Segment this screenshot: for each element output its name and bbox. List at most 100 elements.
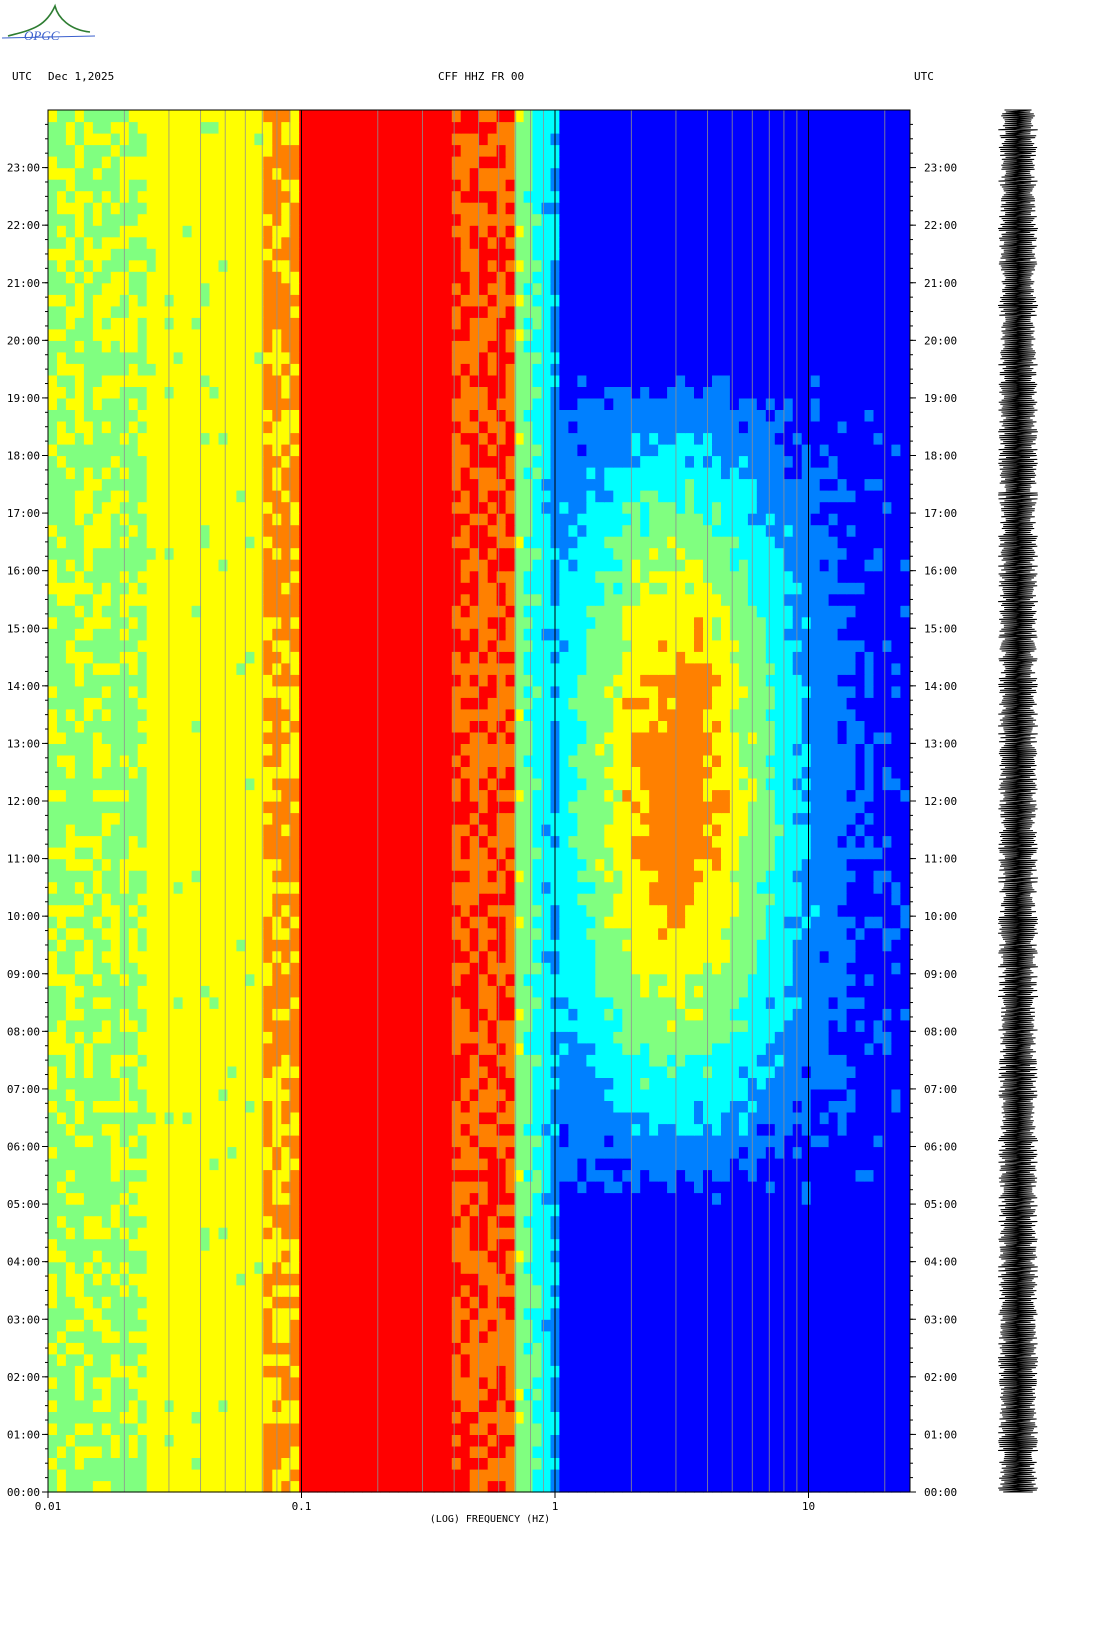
heatmap-cell: [837, 939, 848, 952]
heatmap-cell: [487, 1319, 498, 1332]
heatmap-cell: [263, 1296, 273, 1309]
heatmap-cell: [478, 1112, 489, 1125]
heatmap-cell: [83, 1422, 94, 1435]
heatmap-cell: [281, 950, 291, 963]
heatmap-cell: [254, 1238, 264, 1251]
heatmap-cell: [335, 1065, 345, 1078]
heatmap-cell: [110, 893, 121, 906]
heatmap-cell: [577, 1342, 587, 1355]
heatmap-cell: [83, 1457, 94, 1470]
heatmap-cell: [433, 1342, 444, 1355]
heatmap-cell: [559, 985, 569, 998]
heatmap-cell: [415, 1054, 426, 1067]
heatmap-cell: [137, 996, 148, 1009]
heatmap-cell: [83, 893, 94, 906]
heatmap-cell: [451, 1192, 462, 1205]
heatmap-cell: [658, 1146, 668, 1159]
heatmap-cell: [57, 1480, 67, 1493]
heatmap-cell: [101, 1457, 112, 1470]
heatmap-cell: [191, 1399, 202, 1412]
heatmap-cell: [496, 1238, 507, 1251]
heatmap-cell: [236, 1319, 246, 1332]
heatmap-cell: [263, 1215, 273, 1228]
heatmap-cell: [828, 1215, 839, 1228]
heatmap-cell: [676, 1019, 686, 1032]
heatmap-cell: [882, 1019, 893, 1032]
heatmap-cell: [389, 1469, 399, 1482]
heatmap-cell: [254, 1088, 264, 1101]
heatmap-cell: [65, 1307, 76, 1320]
heatmap-cell: [873, 1365, 884, 1378]
heatmap-cell: [218, 1112, 229, 1125]
heatmap-cell: [819, 1422, 830, 1435]
heatmap-cell: [245, 1123, 255, 1136]
heatmap-cell: [765, 962, 776, 975]
heatmap-cell: [281, 1457, 291, 1470]
heatmap-cell: [505, 962, 516, 975]
heatmap-cell: [855, 1123, 866, 1136]
heatmap-cell: [676, 1042, 686, 1055]
heatmap-cell: [200, 1422, 211, 1435]
heatmap-cell: [783, 1261, 794, 1274]
heatmap-cell: [774, 1169, 785, 1182]
heatmap-cell: [353, 1100, 363, 1113]
heatmap-cell: [146, 1065, 157, 1078]
heatmap-cell: [65, 1296, 76, 1309]
heatmap-cell: [487, 1042, 498, 1055]
heatmap-cell: [846, 904, 857, 917]
heatmap-cell: [101, 1284, 112, 1297]
heatmap-cell: [335, 1284, 345, 1297]
heatmap-cell: [227, 1469, 238, 1482]
heatmap-cell: [586, 1250, 596, 1263]
heatmap-cell: [568, 996, 578, 1009]
heatmap-cell: [613, 1273, 623, 1286]
heatmap-cell: [218, 950, 229, 963]
heatmap-cell: [900, 1434, 910, 1447]
heatmap-cell: [173, 1261, 184, 1274]
heatmap-cell: [604, 1169, 614, 1182]
heatmap-cell: [595, 1181, 605, 1194]
heatmap-cell: [442, 1158, 453, 1171]
heatmap-cell: [128, 1227, 139, 1240]
heatmap-cell: [74, 1077, 85, 1090]
heatmap-cell: [685, 1054, 695, 1067]
heatmap-cell: [685, 1123, 695, 1136]
heatmap-cell: [200, 1158, 211, 1171]
heatmap-cell: [783, 1388, 794, 1401]
heatmap-cell: [236, 985, 246, 998]
heatmap-cell: [182, 973, 193, 986]
heatmap-cell: [236, 1365, 246, 1378]
heatmap-cell: [397, 1192, 408, 1205]
heatmap-cell: [57, 1042, 67, 1055]
heatmap-cell: [326, 1399, 336, 1412]
heatmap-cell: [837, 1342, 848, 1355]
heatmap-cell: [182, 1077, 193, 1090]
heatmap-cell: [532, 893, 543, 906]
heatmap-cell: [487, 1077, 498, 1090]
heatmap-cell: [218, 1434, 229, 1447]
heatmap-cell: [478, 962, 489, 975]
heatmap-cell: [110, 1158, 121, 1171]
heatmap-cell: [200, 1469, 211, 1482]
heatmap-cell: [57, 1100, 67, 1113]
heatmap-cell: [729, 1469, 740, 1482]
heatmap-cell: [649, 893, 659, 906]
heatmap-cell: [487, 1135, 498, 1148]
heatmap-cell: [442, 1365, 453, 1378]
heatmap-cell: [783, 1434, 794, 1447]
heatmap-cell: [415, 1031, 426, 1044]
heatmap-cell: [164, 1088, 175, 1101]
heatmap-cell: [667, 1146, 677, 1159]
heatmap-cell: [155, 1469, 166, 1482]
heatmap-cell: [406, 1123, 417, 1136]
heatmap-cell: [451, 1169, 462, 1182]
heatmap-cell: [236, 1469, 246, 1482]
heatmap-cell: [676, 1376, 686, 1389]
heatmap-cell: [783, 950, 794, 963]
heatmap-cell: [326, 950, 336, 963]
heatmap-cell: [667, 1422, 677, 1435]
heatmap-cell: [810, 1399, 821, 1412]
heatmap-cell: [57, 973, 67, 986]
heatmap-cell: [828, 1065, 839, 1078]
heatmap-cell: [281, 1273, 291, 1286]
